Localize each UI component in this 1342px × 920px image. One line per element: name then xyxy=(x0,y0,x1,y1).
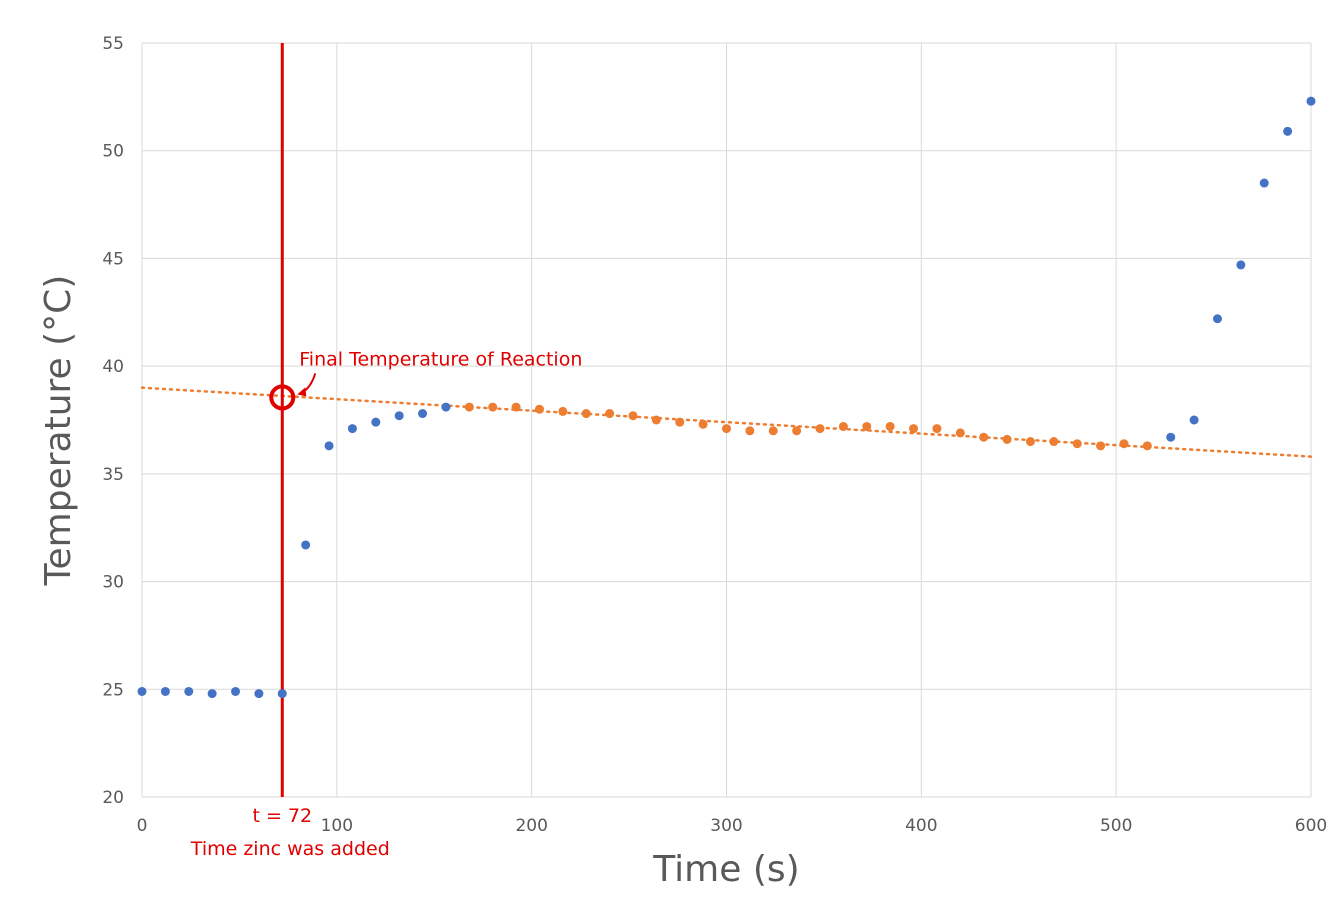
data-point-orange xyxy=(862,421,872,431)
final-temperature-arrowhead xyxy=(297,387,307,397)
linear-trendline xyxy=(140,386,1313,458)
data-point-orange xyxy=(722,424,731,434)
data-point-orange xyxy=(675,417,685,427)
data-point-blue xyxy=(231,686,241,696)
data-point-blue xyxy=(160,686,170,696)
data-point-orange xyxy=(979,432,989,442)
y-tick-labels: 20 25 30 35 40 45 50 55 xyxy=(102,34,124,808)
zinc-time-label: t = 72 xyxy=(252,805,312,827)
data-point-orange xyxy=(1002,434,1012,444)
data-point-blue xyxy=(277,689,287,699)
data-point-orange xyxy=(651,415,661,425)
data-point-orange xyxy=(815,424,825,434)
final-temperature-marker xyxy=(269,384,296,411)
x-tick-label: 600 xyxy=(1295,816,1327,836)
data-point-orange xyxy=(932,424,942,434)
x-tick-labels: 0 100 200 300 400 500 600 xyxy=(137,816,1328,836)
data-point-orange xyxy=(745,426,755,436)
data-point-blue xyxy=(184,686,194,696)
x-tick-label: 0 xyxy=(137,816,148,836)
y-tick-label: 50 xyxy=(102,142,124,162)
data-point-orange xyxy=(792,426,802,436)
data-point-orange xyxy=(768,426,778,436)
data-point-orange xyxy=(1025,437,1035,447)
y-tick-label: 20 xyxy=(102,788,124,808)
data-point-blue xyxy=(1236,260,1246,270)
data-point-orange xyxy=(464,402,474,412)
y-tick-label: 30 xyxy=(102,573,124,593)
y-tick-label: 40 xyxy=(102,357,124,377)
data-point-orange xyxy=(558,406,568,416)
data-point-orange xyxy=(909,424,919,434)
zinc-added-label: Time zinc was added xyxy=(190,838,390,860)
data-point-orange xyxy=(511,402,521,412)
data-point-orange xyxy=(581,409,591,419)
data-point-blue xyxy=(347,424,357,434)
data-point-blue xyxy=(1166,432,1176,442)
data-point-orange xyxy=(838,421,848,431)
data-point-blue xyxy=(1259,178,1269,188)
y-axis-title: Temperature (°C) xyxy=(38,275,79,587)
data-point-orange xyxy=(605,409,615,419)
data-point-blue xyxy=(371,417,381,427)
annotations: Final Temperature of Reaction t = 72 Tim… xyxy=(190,348,583,860)
gridlines xyxy=(141,42,1312,798)
data-point-orange xyxy=(955,428,965,438)
data-point-orange xyxy=(1142,441,1152,451)
data-point-blue xyxy=(137,686,147,696)
x-tick-label: 300 xyxy=(710,816,742,836)
data-point-blue xyxy=(1306,96,1316,106)
data-point-blue xyxy=(1189,415,1199,425)
data-point-orange xyxy=(1119,439,1129,449)
data-point-orange xyxy=(1072,439,1082,449)
x-tick-label: 500 xyxy=(1100,816,1132,836)
data-point-orange xyxy=(885,421,895,431)
y-tick-label: 55 xyxy=(102,34,124,54)
data-point-orange xyxy=(534,404,544,414)
x-axis-title: Time (s) xyxy=(652,849,799,890)
data-point-orange xyxy=(488,402,498,412)
x-tick-label: 100 xyxy=(321,816,353,836)
data-point-blue xyxy=(254,689,264,699)
x-tick-label: 200 xyxy=(515,816,547,836)
data-point-blue xyxy=(301,540,311,550)
data-point-blue xyxy=(1212,314,1222,324)
data-point-blue xyxy=(324,441,334,451)
trendline-layer xyxy=(140,386,1313,458)
data-point-orange xyxy=(1049,437,1059,447)
final-temperature-label: Final Temperature of Reaction xyxy=(299,348,582,370)
data-point-orange xyxy=(1096,441,1106,451)
data-point-orange xyxy=(628,411,638,421)
data-point-blue xyxy=(418,409,428,419)
data-point-blue xyxy=(207,689,217,699)
y-tick-label: 45 xyxy=(102,249,124,269)
x-tick-label: 400 xyxy=(905,816,937,836)
y-tick-label: 35 xyxy=(102,465,124,485)
data-point-blue xyxy=(394,411,404,421)
data-point-blue xyxy=(441,402,451,412)
data-point-orange xyxy=(698,419,708,429)
data-point-blue xyxy=(1283,126,1293,136)
data-points xyxy=(137,96,1316,699)
y-tick-label: 25 xyxy=(102,680,124,700)
